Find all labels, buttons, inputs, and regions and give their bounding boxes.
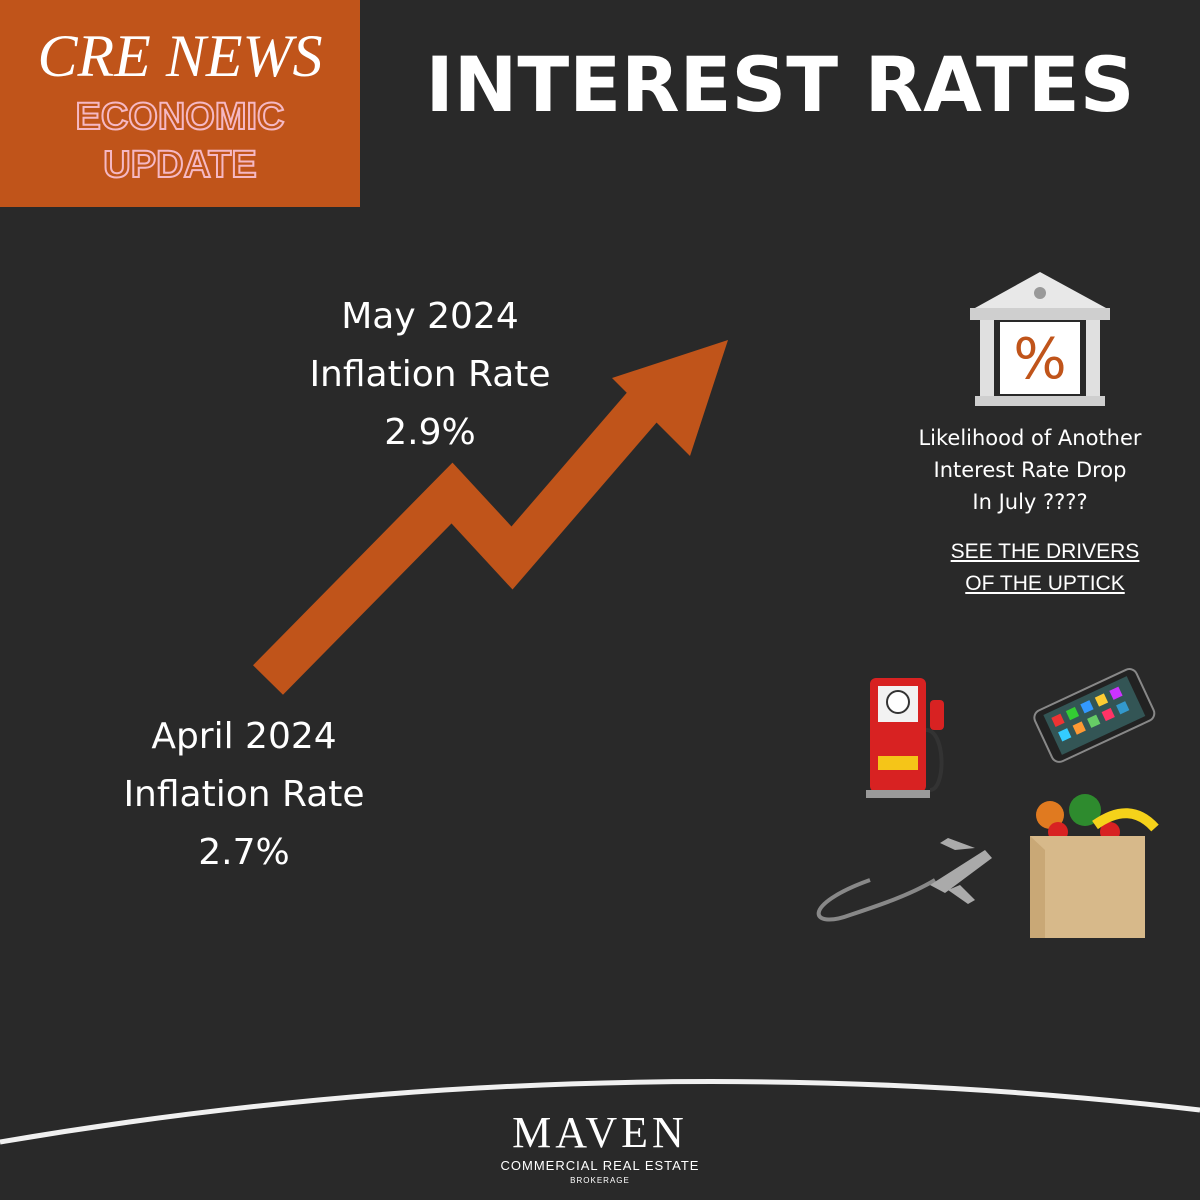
link-line[interactable]: SEE THE DRIVERS [950, 540, 1140, 563]
badge [0, 0, 360, 207]
grocery-icon [1030, 794, 1159, 938]
svg-text:%: % [1013, 327, 1066, 392]
may-label: Inflation Rate [309, 354, 551, 395]
fuel-pump-icon [866, 678, 944, 798]
april-label: Inflation Rate [123, 774, 365, 815]
footer-curve [0, 1079, 1200, 1145]
trend-arrow [253, 340, 728, 695]
badge-subtitle: UPDATE [102, 143, 257, 187]
bank-icon: % [970, 272, 1110, 406]
logo-sub: BROKERAGE [570, 1176, 630, 1185]
phone-icon [1033, 668, 1156, 763]
april-rate: 2.7% [198, 832, 290, 873]
page-title: INTEREST RATES [425, 40, 1135, 129]
badge-title: CRE NEWS [37, 23, 323, 89]
april-block: April 2024 Inflation Rate 2.7% [44, 708, 444, 882]
likelihood-line: In July ???? [972, 490, 1088, 514]
logo-tagline: COMMERCIAL REAL ESTATE [500, 1158, 700, 1173]
may-block: May 2024 Inflation Rate 2.9% [230, 288, 630, 462]
plane-icon [816, 838, 992, 922]
logo-name: MAVEN [512, 1108, 688, 1157]
likelihood-text: Likelihood of Another Interest Rate Drop… [880, 422, 1180, 518]
logo: MAVEN COMMERCIAL REAL ESTATE BROKERAGE [450, 1108, 750, 1186]
likelihood-line: Likelihood of Another [918, 426, 1142, 450]
link-line[interactable]: OF THE UPTICK [965, 572, 1125, 595]
badge-subtitle: ECONOMIC [75, 95, 286, 139]
may-rate: 2.9% [384, 412, 476, 453]
april-month: April 2024 [151, 716, 337, 757]
drivers-link[interactable]: SEE THE DRIVERS OF THE UPTICK [895, 536, 1195, 600]
likelihood-line: Interest Rate Drop [933, 458, 1127, 482]
may-month: May 2024 [341, 296, 519, 337]
